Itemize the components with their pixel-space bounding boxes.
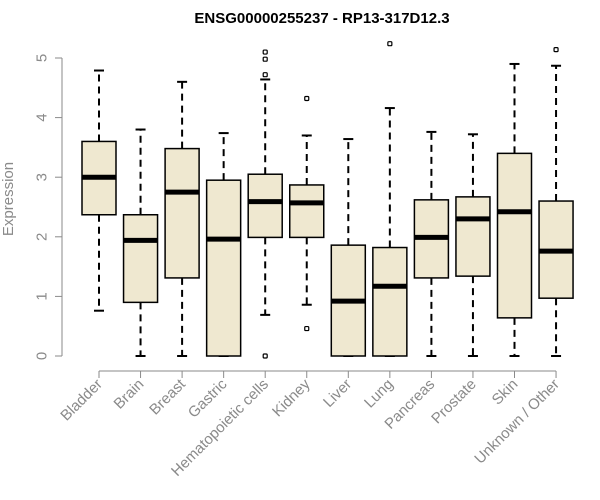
x-tick-label: Prostate <box>428 376 480 428</box>
box-kidney <box>289 95 325 332</box>
box-prostate <box>455 133 491 357</box>
iqr-box <box>289 184 325 239</box>
y-axis-label: Expression <box>0 162 17 236</box>
box-pancreas <box>413 130 450 357</box>
box-breast <box>164 80 200 357</box>
iqr-box <box>247 173 283 239</box>
x-tick-label: Breast <box>146 375 189 418</box>
box-lung <box>372 41 408 357</box>
box-brain <box>122 128 159 357</box>
x-tick-label: Liver <box>320 376 355 411</box>
outlier-point <box>262 72 268 78</box>
y-tick-label: 2 <box>34 233 51 241</box>
box-unknown-other <box>538 47 574 357</box>
outlier-point <box>387 41 393 47</box>
y-tick-label: 4 <box>34 113 51 121</box>
chart-title: ENSG00000255237 - RP13-317D12.3 <box>194 10 449 27</box>
x-tick-label: Kidney <box>269 375 314 420</box>
box-liver <box>330 138 367 357</box>
x-tick-label: Lung <box>361 376 397 412</box>
y-tick-label: 0 <box>34 352 51 360</box>
iqr-box <box>164 147 200 279</box>
outlier-point <box>262 49 268 55</box>
box-hematopoietic-cells <box>247 49 283 359</box>
x-tick-label: Bladder <box>57 376 106 425</box>
x-tick-label: Skin <box>489 376 522 409</box>
iqr-box <box>372 246 408 357</box>
y-tick-label: 5 <box>34 54 51 62</box>
outlier-point <box>262 56 268 62</box>
y-tick-label: 1 <box>34 292 51 300</box>
outlier-point <box>304 325 310 332</box>
iqr-box <box>205 179 242 357</box>
iqr-box <box>496 152 533 319</box>
iqr-box <box>122 213 159 304</box>
outlier-point <box>304 95 310 102</box>
outlier-point <box>553 47 559 53</box>
box-skin <box>496 62 533 357</box>
x-tick-label: Brain <box>111 376 148 413</box>
outlier-point <box>262 353 268 359</box>
y-axis: 0 1 2 3 4 5 <box>34 54 63 360</box>
box-gastric <box>205 132 242 357</box>
plot-area <box>81 41 574 359</box>
iqr-box <box>455 196 491 277</box>
y-tick-label: 3 <box>34 173 51 181</box>
box-bladder <box>81 69 117 312</box>
